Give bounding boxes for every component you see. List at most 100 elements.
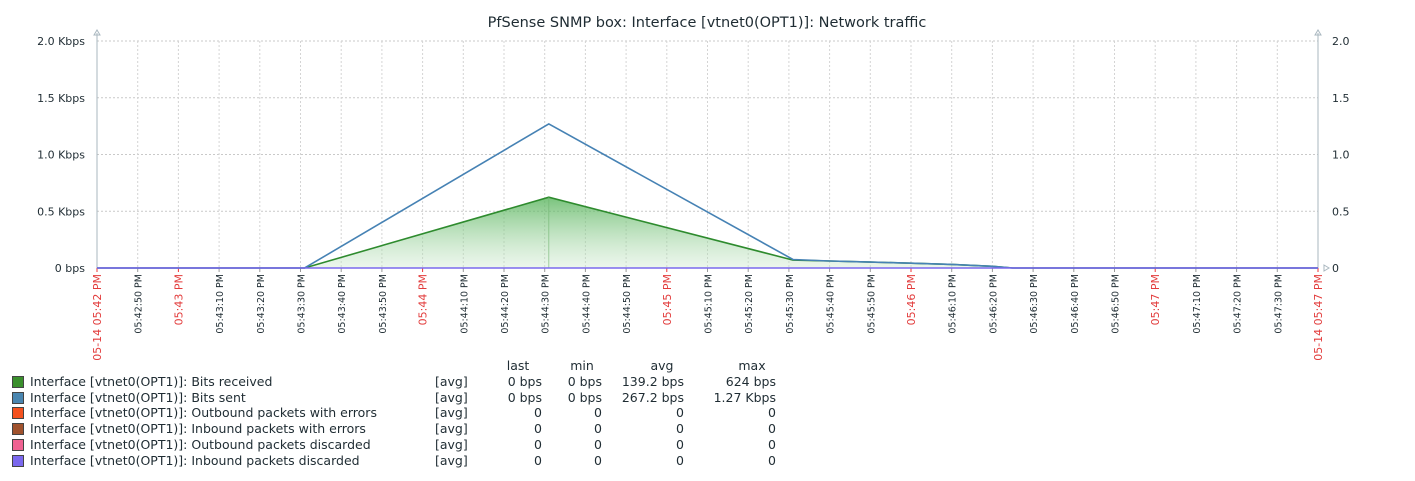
x-tick-label: 05:44:10 PM (459, 274, 470, 334)
x-tick-label: 05:47 PM (1149, 274, 1162, 325)
legend-function: [avg] (435, 421, 468, 437)
x-axis-arrow (1323, 264, 1330, 272)
chart-title: PfSense SNMP box: Interface [vtnet0(OPT1… (488, 15, 927, 31)
series (97, 122, 1318, 269)
legend-row: Interface [vtnet0(OPT1)]: Outbound packe… (12, 437, 812, 453)
x-tick-label: 05:45:10 PM (704, 274, 715, 334)
y-tick-label-right: 1.5 (1332, 92, 1350, 105)
x-tick-label: 05:43:50 PM (378, 274, 389, 334)
legend-row: Interface [vtnet0(OPT1)]: Bits received [… (12, 374, 812, 390)
x-tick-label: 05:46:40 PM (1070, 274, 1081, 334)
legend-avg-value: 0 (676, 421, 684, 437)
legend-min-value: 0 bps (567, 389, 602, 405)
legend-swatch (12, 454, 24, 467)
x-tick-label: 05:45:20 PM (744, 274, 755, 334)
legend-series-name: Interface [vtnet0(OPT1)]: Bits received (30, 374, 273, 389)
x-tick-label: 05:45:50 PM (866, 274, 877, 334)
legend-max-value: 0 (768, 405, 776, 421)
y-axis-right-arrow (1314, 29, 1322, 36)
x-tick-label: 05:46 PM (905, 274, 918, 325)
y-tick-label-right: 0 (1332, 262, 1339, 275)
x-tick-label: 05:47:30 PM (1273, 274, 1284, 334)
axes (93, 29, 1330, 272)
x-tick-label: 05:43:20 PM (256, 274, 267, 334)
x-tick-label: 05-14 05:47 PM (1312, 274, 1325, 361)
legend-min-value: 0 (594, 436, 602, 452)
legend-header-avg: avg (650, 358, 674, 373)
legend-swatch (12, 423, 24, 436)
legend-row: Interface [vtnet0(OPT1)]: Outbound packe… (12, 405, 812, 421)
legend-avg-value: 267.2 bps (621, 389, 684, 405)
legend-function: [avg] (435, 452, 468, 468)
y-tick-label-left: 1.5 Kbps (37, 92, 85, 105)
x-tick-label: 05:44:50 PM (622, 274, 633, 334)
legend-header-min: min (570, 358, 594, 373)
legend-series-name: Interface [vtnet0(OPT1)]: Bits sent (30, 389, 246, 405)
x-tick-label: 05:42:50 PM (134, 274, 145, 334)
legend-max-value: 0 (768, 421, 776, 437)
y-tick-label-right: 2.0 (1332, 35, 1350, 48)
legend-last-value: 0 (534, 436, 542, 452)
x-tick-label: 05:43 PM (172, 274, 185, 325)
y-axis-left-arrow (93, 29, 101, 36)
y-tick-label-left: 0.5 Kbps (37, 205, 85, 218)
legend-function: [avg] (435, 374, 468, 389)
y-tick-label-left: 1.0 Kbps (37, 149, 85, 162)
x-tick-label: 05:43:10 PM (215, 274, 226, 334)
legend-swatch (12, 376, 24, 388)
legend-series-name: Interface [vtnet0(OPT1)]: Outbound packe… (30, 436, 371, 452)
legend-min-value: 0 (594, 405, 602, 421)
x-tick-label: 05:47:20 PM (1233, 274, 1244, 334)
legend-min-value: 0 (594, 421, 602, 437)
legend-avg-value: 139.2 bps (621, 374, 684, 389)
legend-swatch (12, 391, 24, 404)
legend-header-max: max (738, 358, 766, 373)
legend-last-value: 0 bps (507, 374, 542, 389)
legend-function: [avg] (435, 405, 468, 421)
legend-min-value: 0 bps (567, 374, 602, 389)
legend-avg-value: 0 (676, 436, 684, 452)
legend-row: Interface [vtnet0(OPT1)]: Inbound packet… (12, 421, 812, 437)
x-tick-label: 05:43:30 PM (297, 274, 308, 334)
series-area-received (97, 197, 1318, 268)
x-tick-label: 05:47:10 PM (1192, 274, 1203, 334)
legend-avg-value: 0 (676, 452, 684, 468)
legend-max-value: 624 bps (725, 374, 776, 389)
legend-series-name: Interface [vtnet0(OPT1)]: Inbound packet… (30, 452, 360, 468)
legend-row: Interface [vtnet0(OPT1)]: Inbound packet… (12, 453, 812, 469)
legend-series-name: Interface [vtnet0(OPT1)]: Outbound packe… (30, 405, 377, 421)
x-tick-label: 05:44:30 PM (541, 274, 552, 334)
legend-last-value: 0 (534, 452, 542, 468)
legend-series-name: Interface [vtnet0(OPT1)]: Inbound packet… (30, 421, 366, 437)
x-tick-label: 05:46:20 PM (988, 274, 999, 334)
y-tick-labels: 0 bps 0 0.5 Kbps 0.5 1.0 Kbps 1.0 1.5 Kbps 1.5 2… (37, 35, 1349, 275)
legend-swatch (12, 438, 24, 451)
x-tick-label: 05:44 PM (417, 274, 430, 325)
grid (97, 40, 1318, 269)
x-tick-labels: 05-14 05:42 PM 05:42:50 PM 05:43 PM 05:43:1… (91, 274, 1325, 361)
legend-max-value: 1.27 Kbps (713, 389, 776, 405)
y-tick-label-right: 0.5 (1332, 205, 1350, 218)
x-tick-label: 05:44:40 PM (581, 274, 592, 334)
x-tick-label: 05-14 05:42 PM (91, 274, 104, 361)
legend-row: Interface [vtnet0(OPT1)]: Bits sent [avg]… (12, 390, 812, 406)
y-tick-label-right: 1.0 (1332, 149, 1350, 162)
legend-header-last: last (506, 358, 530, 373)
series-line-sent (97, 122, 1318, 269)
x-tick-label: 05:43:40 PM (337, 274, 348, 334)
legend-last-value: 0 bps (507, 389, 542, 405)
legend-last-value: 0 (534, 421, 542, 437)
legend-avg-value: 0 (676, 405, 684, 421)
legend-max-value: 0 (768, 452, 776, 468)
x-tick-label: 05:46:50 PM (1111, 274, 1122, 334)
x-tick-label: 05:44:20 PM (500, 274, 511, 334)
legend-max-value: 0 (768, 436, 776, 452)
x-tick-label: 05:45:30 PM (785, 274, 796, 334)
x-tick-label: 05:46:10 PM (948, 274, 959, 334)
y-tick-label-left: 2.0 Kbps (37, 35, 85, 48)
legend-function: [avg] (435, 389, 468, 405)
legend-swatch (12, 407, 24, 420)
x-tick-label: 05:45:40 PM (826, 274, 837, 334)
x-tick-label: 05:45 PM (661, 274, 674, 325)
